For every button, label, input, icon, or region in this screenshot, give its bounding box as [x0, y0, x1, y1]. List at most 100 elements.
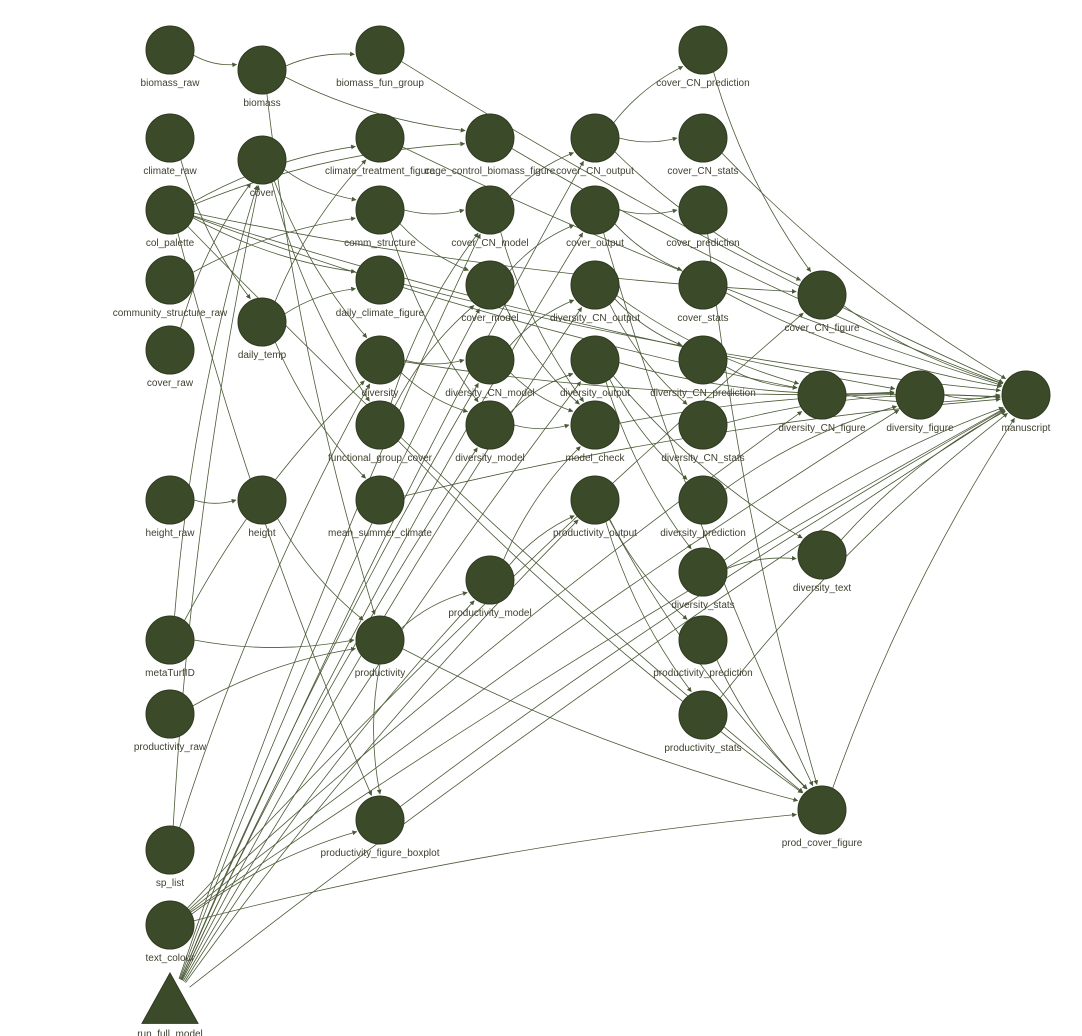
graph-node[interactable] [146, 26, 194, 74]
graph-node[interactable] [571, 186, 619, 234]
graph-node-label: diversity_CN_output [550, 313, 640, 324]
graph-node-label: cover_output [566, 238, 624, 249]
graph-node-label: cover_raw [147, 378, 194, 389]
graph-node-label: biomass_raw [141, 78, 201, 89]
graph-node[interactable] [679, 26, 727, 74]
graph-node[interactable] [238, 46, 286, 94]
edge [175, 186, 258, 617]
edge [717, 660, 807, 789]
graph-node-label: cover_CN_output [556, 166, 634, 177]
graph-node[interactable] [146, 690, 194, 738]
graph-node[interactable] [142, 973, 198, 1023]
graph-node[interactable] [798, 786, 846, 834]
graph-node[interactable] [571, 336, 619, 384]
graph-node-label: biomass [243, 98, 280, 109]
graph-node-label: productivity_prediction [653, 668, 753, 679]
graph-node[interactable] [679, 691, 727, 739]
edge [181, 383, 479, 979]
graph-node[interactable] [466, 114, 514, 162]
graph-node-label: model_check [566, 453, 626, 464]
graph-node[interactable] [146, 901, 194, 949]
edge [727, 395, 1000, 423]
graph-node[interactable] [466, 336, 514, 384]
graph-node[interactable] [356, 26, 404, 74]
graph-node-label: metaTurfID [145, 668, 195, 679]
graph-node[interactable] [146, 186, 194, 234]
graph-node-label: cover_stats [677, 313, 728, 324]
edge [194, 640, 354, 648]
graph-node[interactable] [798, 371, 846, 419]
edge [619, 210, 677, 214]
graph-node-label: manuscript [1002, 423, 1051, 434]
graph-node-label: text_colour [146, 953, 196, 964]
graph-node-label: community_structure_raw [113, 308, 228, 319]
graph-node[interactable] [466, 186, 514, 234]
graph-node-label: daily_climate_figure [336, 308, 425, 319]
graph-node-label: mean_summer_climate [328, 528, 432, 539]
graph-node[interactable] [238, 298, 286, 346]
graph-node[interactable] [146, 326, 194, 374]
graph-node[interactable] [238, 476, 286, 524]
graph-node[interactable] [571, 114, 619, 162]
edge [193, 55, 236, 65]
graph-node[interactable] [146, 826, 194, 874]
graph-node[interactable] [466, 556, 514, 604]
edge [286, 54, 355, 66]
graph-node[interactable] [356, 476, 404, 524]
graph-node[interactable] [571, 476, 619, 524]
graph-node[interactable] [146, 616, 194, 664]
graph-node[interactable] [356, 114, 404, 162]
edge [725, 406, 897, 489]
graph-node-label: biomass_fun_group [336, 78, 424, 89]
graph-node[interactable] [679, 401, 727, 449]
edge [179, 234, 480, 979]
graph-node-label: height [248, 528, 275, 539]
graph-node-label: col_palette [146, 238, 195, 249]
graph-node[interactable] [679, 616, 727, 664]
graph-node[interactable] [571, 401, 619, 449]
graph-node[interactable] [356, 616, 404, 664]
graph-node-label: diversity_figure [886, 423, 954, 434]
graph-node[interactable] [798, 531, 846, 579]
graph-node[interactable] [356, 336, 404, 384]
graph-node[interactable] [356, 186, 404, 234]
graph-node[interactable] [798, 271, 846, 319]
graph-node[interactable] [896, 371, 944, 419]
graph-node[interactable] [466, 401, 514, 449]
graph-node[interactable] [356, 401, 404, 449]
graph-node[interactable] [679, 186, 727, 234]
graph-node[interactable] [146, 476, 194, 524]
edge [722, 153, 1006, 379]
graph-node[interactable] [356, 256, 404, 304]
edge [194, 500, 236, 503]
graph-node-label: height_raw [146, 528, 196, 539]
graph-node-label: diversity_CN_model [445, 388, 534, 399]
graph-node[interactable] [146, 114, 194, 162]
graph-node-label: productivity_figure_boxplot [321, 848, 440, 859]
graph-node[interactable] [238, 136, 286, 184]
graph-node-label: run_full_model [137, 1029, 203, 1036]
graph-node-label: diversity_CN_figure [778, 423, 866, 434]
graph-node[interactable] [466, 261, 514, 309]
graph-node-label: diversity_output [560, 388, 630, 399]
edge [509, 516, 574, 566]
dependency-graph: biomass_rawclimate_rawcol_palettecommuni… [0, 0, 1082, 1036]
edge [514, 425, 569, 429]
graph-node[interactable] [679, 261, 727, 309]
graph-node[interactable] [679, 476, 727, 524]
edge [190, 410, 899, 911]
graph-node-label: diversity_model [455, 453, 524, 464]
graph-node-label: diversity_text [793, 583, 852, 594]
graph-node[interactable] [679, 548, 727, 596]
graph-node-label: prod_cover_figure [782, 838, 863, 849]
graph-node-label: productivity_model [448, 608, 531, 619]
graph-node[interactable] [356, 796, 404, 844]
graph-node-label: climate_treatment_figure [325, 166, 435, 177]
graph-node[interactable] [1002, 371, 1050, 419]
graph-node[interactable] [571, 261, 619, 309]
graph-node[interactable] [146, 256, 194, 304]
graph-node[interactable] [679, 114, 727, 162]
graph-node-label: cover [250, 188, 275, 199]
graph-node[interactable] [679, 336, 727, 384]
graph-node-label: comm_structure [344, 238, 416, 249]
